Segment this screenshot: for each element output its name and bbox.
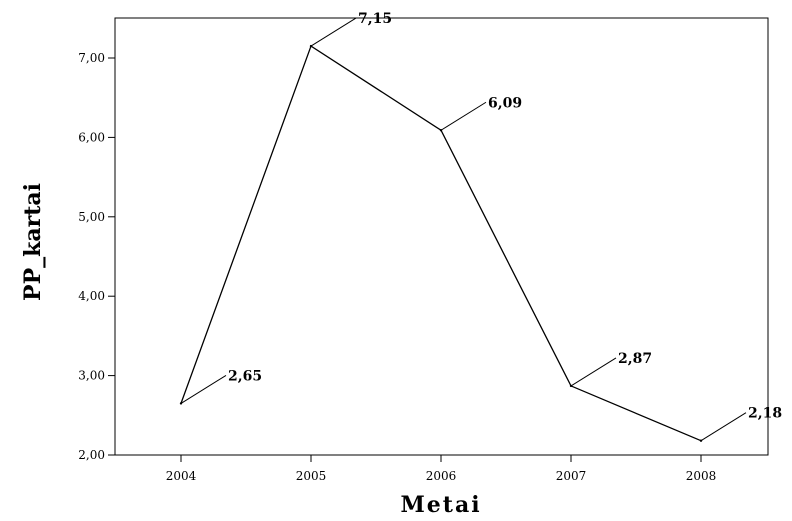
y-tick-label: 6,00 bbox=[78, 130, 105, 144]
x-tick-label: 2008 bbox=[686, 469, 717, 483]
x-axis-ticks: 2004 2005 2006 2007 2008 bbox=[166, 455, 717, 483]
data-label-leader bbox=[440, 101, 487, 131]
x-tick-label: 2004 bbox=[166, 469, 197, 483]
data-label-leader bbox=[310, 17, 357, 47]
y-tick-label: 4,00 bbox=[78, 289, 105, 303]
data-labels: 2,65 7,15 6,09 2,87 2,18 bbox=[180, 11, 782, 442]
data-label-leader bbox=[180, 374, 227, 404]
data-label: 2,87 bbox=[618, 351, 652, 367]
y-tick-label: 7,00 bbox=[78, 51, 105, 65]
x-tick-label: 2006 bbox=[426, 469, 457, 483]
data-label: 2,18 bbox=[748, 406, 782, 422]
data-label: 2,65 bbox=[228, 368, 262, 384]
x-tick-label: 2007 bbox=[556, 469, 587, 483]
data-label: 7,15 bbox=[358, 11, 392, 27]
y-axis-title: PP_kartai bbox=[20, 183, 46, 301]
data-label-leader bbox=[570, 357, 617, 387]
data-label-leader bbox=[700, 412, 747, 442]
y-tick-label: 2,00 bbox=[78, 448, 105, 462]
x-tick-label: 2005 bbox=[296, 469, 327, 483]
y-axis-ticks: 2,00 3,00 4,00 5,00 6,00 7,00 bbox=[78, 51, 115, 462]
y-tick-label: 5,00 bbox=[78, 210, 105, 224]
plot-frame bbox=[114, 17, 769, 456]
x-axis-title: Metai bbox=[400, 492, 481, 517]
data-label: 6,09 bbox=[488, 95, 522, 111]
y-tick-label: 3,00 bbox=[78, 369, 105, 383]
